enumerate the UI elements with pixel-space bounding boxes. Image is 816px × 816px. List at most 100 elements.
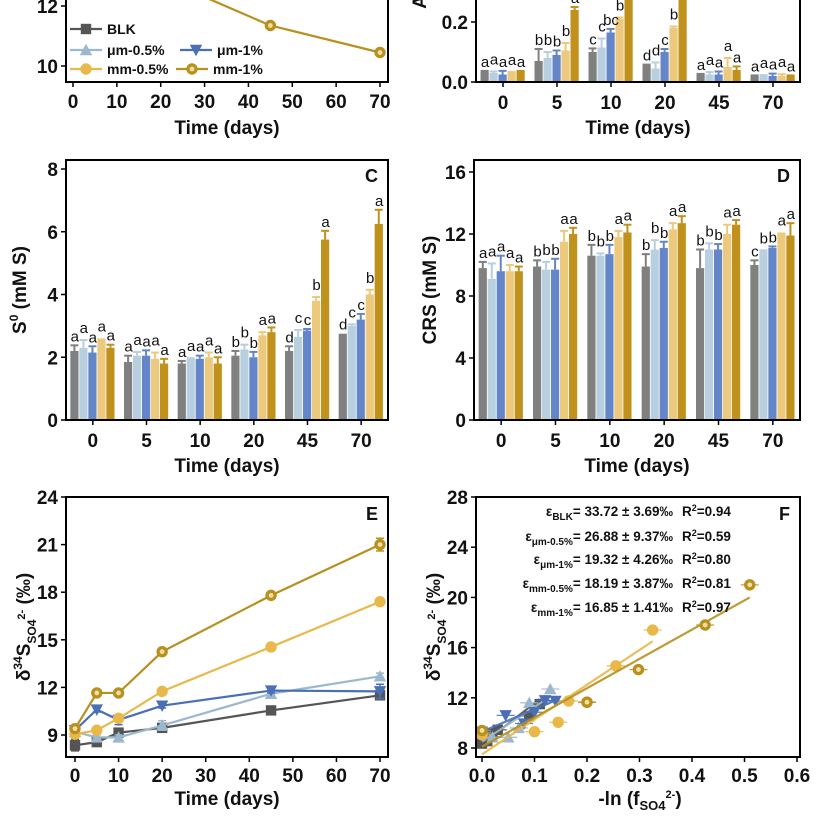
bar-blk-10 bbox=[588, 52, 597, 82]
bar-mm-0-5-10 bbox=[614, 237, 623, 420]
bar-blk-10 bbox=[587, 255, 596, 420]
data-point bbox=[646, 624, 659, 636]
data-point-center bbox=[116, 690, 121, 696]
series-line bbox=[74, 543, 381, 730]
significance-letter: d bbox=[285, 329, 293, 346]
significance-letter: b bbox=[769, 229, 777, 246]
x-axis-label: Time (days) bbox=[584, 456, 689, 477]
panel-label-c: C bbox=[365, 166, 378, 186]
significance-letter: c bbox=[295, 310, 303, 327]
significance-letter: b bbox=[562, 23, 570, 40]
significance-letter: b bbox=[553, 34, 561, 51]
y-tick-label: 9 bbox=[47, 726, 58, 747]
significance-letter: b bbox=[542, 242, 550, 259]
legend-label-blk: BLK bbox=[107, 21, 136, 37]
epsilon-annotation: εμm-1%= 19.32 ± 4.26‰ bbox=[534, 552, 674, 571]
data-point bbox=[156, 685, 168, 698]
data-point bbox=[528, 707, 541, 719]
bar-mm-0-5-0 bbox=[505, 271, 514, 420]
plot-area bbox=[478, 215, 795, 420]
legend-label-mm-0-5: mm-0.5% bbox=[107, 61, 169, 77]
significance-letter: a bbox=[715, 55, 724, 72]
y-tick-label: 0.2 bbox=[442, 13, 468, 34]
data-point-center bbox=[584, 699, 590, 705]
legend-marker-um-0-5 bbox=[79, 43, 93, 56]
x-tick-label: 10 bbox=[600, 93, 621, 114]
x-tick-label: 0 bbox=[496, 431, 507, 452]
y-tick-label: 16 bbox=[445, 163, 466, 184]
epsilon-annotations: εBLK= 33.72 ± 3.69‰ R2=0.94 εμm-0.5%= 26.8… bbox=[523, 503, 732, 619]
data-point-center bbox=[747, 582, 753, 588]
bar-blk-20 bbox=[231, 355, 240, 420]
series-mm-1 bbox=[69, 537, 386, 735]
x-tick-label: 10 bbox=[190, 431, 211, 452]
bar-mm-1-45 bbox=[321, 239, 330, 420]
data-point bbox=[528, 725, 541, 738]
plot-area bbox=[480, 0, 795, 82]
fit-line bbox=[481, 699, 556, 733]
significance-letter: a bbox=[778, 54, 787, 71]
significance-letter: a bbox=[80, 320, 89, 337]
significance-letter: b bbox=[670, 7, 678, 24]
y-tick-label: 0.0 bbox=[442, 73, 468, 94]
series-mm-1 bbox=[476, 579, 759, 748]
significance-letter: a bbox=[196, 339, 205, 356]
significance-letter: b bbox=[250, 335, 258, 352]
bar-um-0-5-20 bbox=[651, 68, 660, 82]
bar-mm-1-20 bbox=[267, 332, 276, 420]
significance-letter: b bbox=[606, 228, 614, 245]
x-tick-label: 0.5 bbox=[731, 766, 758, 787]
significance-letter: a bbox=[515, 250, 524, 267]
x-axis-label: Time (days) bbox=[174, 789, 279, 810]
x-tick-label: 0 bbox=[68, 92, 79, 113]
significance-letter: a bbox=[71, 328, 80, 345]
bar-um-1-5 bbox=[142, 355, 151, 420]
bar-blk-20 bbox=[642, 65, 651, 82]
y-tick-label: 12 bbox=[37, 0, 58, 18]
x-tick-label: 0.4 bbox=[679, 766, 706, 787]
bar-um-0-5-0 bbox=[487, 278, 496, 420]
x-tick-label: 40 bbox=[239, 766, 260, 787]
y-tick-label: 4 bbox=[47, 286, 58, 307]
significance-letter: b bbox=[642, 237, 650, 254]
significance-letter: a bbox=[375, 193, 384, 210]
plot-area bbox=[70, 208, 383, 420]
significance-letter: c bbox=[357, 297, 365, 314]
axes-frame bbox=[65, 159, 389, 421]
x-tick-label: 10 bbox=[108, 766, 129, 787]
significance-letter: a bbox=[321, 214, 330, 231]
bar-mm-0-5-20 bbox=[669, 28, 678, 82]
bar-blk-0 bbox=[478, 268, 487, 420]
x-tick-label: 0 bbox=[88, 431, 99, 452]
x-tick-label: 70 bbox=[351, 431, 372, 452]
significance-letter: a bbox=[787, 58, 796, 75]
legend-marker-mm-1-center bbox=[189, 66, 195, 72]
significance-letter: b bbox=[616, 0, 624, 15]
significance-letter: b bbox=[533, 243, 541, 260]
bar-mm-0-5-45 bbox=[312, 300, 321, 420]
bar-mm-0-5-20 bbox=[668, 229, 677, 420]
bar-blk-70 bbox=[338, 333, 347, 420]
data-point bbox=[90, 704, 103, 716]
y-tick-label: 24 bbox=[37, 488, 59, 509]
y-tick-label: 8 bbox=[47, 160, 58, 181]
significance-letter: b bbox=[241, 325, 249, 342]
bar-um-1-20 bbox=[659, 247, 668, 420]
legend-marker-mm-0-5 bbox=[80, 63, 92, 75]
data-point bbox=[373, 670, 387, 682]
significance-letter: a bbox=[624, 208, 633, 225]
x-tick-label: 5 bbox=[550, 431, 561, 452]
significance-letter: a bbox=[669, 203, 678, 220]
x-tick-label: 0.6 bbox=[784, 766, 810, 787]
bar-mm-0-5-0 bbox=[97, 338, 106, 420]
x-tick-label: 0.1 bbox=[521, 766, 548, 787]
bar-um-0-5-70 bbox=[759, 76, 768, 82]
significance-letter: bc bbox=[603, 12, 619, 29]
bar-mm-1-5 bbox=[570, 10, 579, 82]
bar-mm-1-10 bbox=[623, 232, 632, 420]
r-squared-annotation: R2=0.59 bbox=[682, 528, 731, 544]
significance-letter: a bbox=[569, 211, 578, 228]
bar-blk-45 bbox=[696, 74, 705, 82]
bar-um-1-45 bbox=[714, 74, 723, 82]
significance-letter: c bbox=[598, 19, 606, 36]
